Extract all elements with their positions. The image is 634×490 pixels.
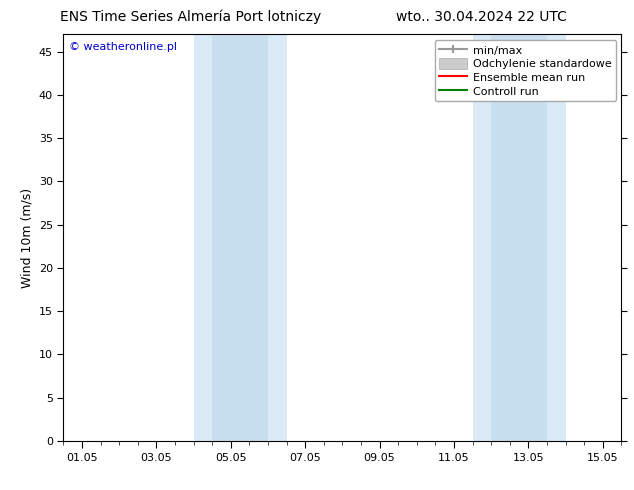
Text: ENS Time Series Almería Port lotniczy: ENS Time Series Almería Port lotniczy xyxy=(60,10,321,24)
Legend: min/max, Odchylenie standardowe, Ensemble mean run, Controll run: min/max, Odchylenie standardowe, Ensembl… xyxy=(435,40,616,101)
Text: wto.. 30.04.2024 22 UTC: wto.. 30.04.2024 22 UTC xyxy=(396,10,567,24)
Y-axis label: Wind 10m (m/s): Wind 10m (m/s) xyxy=(20,188,34,288)
Bar xyxy=(472,34,566,441)
Bar xyxy=(193,34,287,441)
Bar xyxy=(491,34,547,441)
Text: © weatheronline.pl: © weatheronline.pl xyxy=(69,43,177,52)
Bar xyxy=(212,34,268,441)
